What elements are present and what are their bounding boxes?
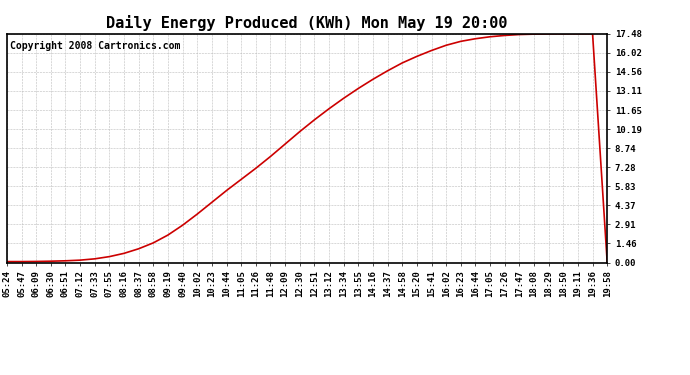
Text: Copyright 2008 Cartronics.com: Copyright 2008 Cartronics.com xyxy=(10,40,180,51)
Title: Daily Energy Produced (KWh) Mon May 19 20:00: Daily Energy Produced (KWh) Mon May 19 2… xyxy=(106,15,508,31)
